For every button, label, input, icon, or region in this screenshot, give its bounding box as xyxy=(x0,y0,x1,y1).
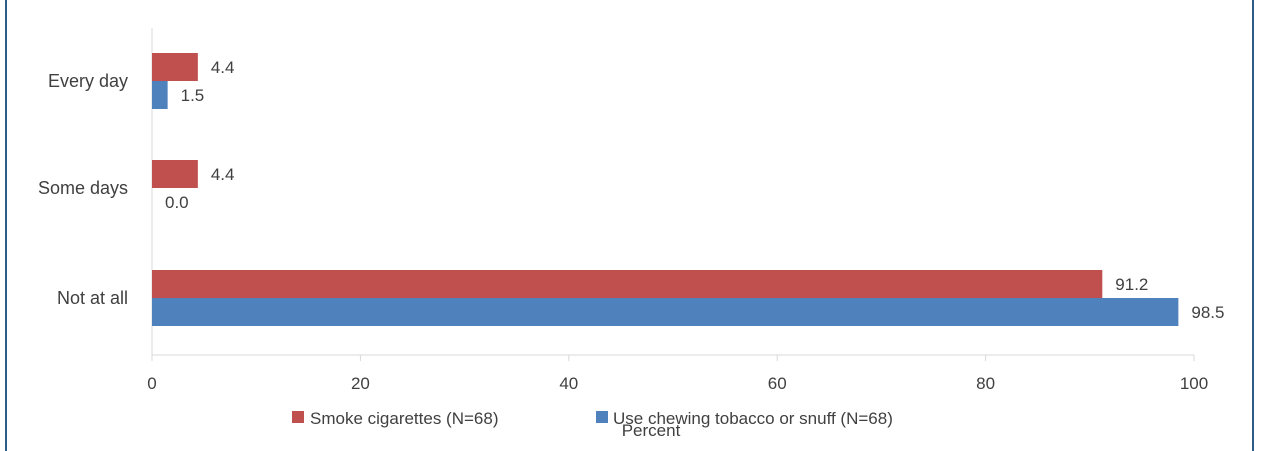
bars-layer xyxy=(152,53,1179,326)
axes-layer: 0 20 40 60 80 100 Every day Some days Not at all… xyxy=(38,28,1208,440)
bar-series-1 xyxy=(152,53,198,81)
frame-left-border xyxy=(5,0,7,451)
category-label: Some days xyxy=(38,178,128,198)
x-tick-label: 60 xyxy=(768,374,787,393)
legend-label-series-2: Use chewing tobacco or snuff (N=68) xyxy=(613,409,893,428)
frame-right-border xyxy=(1252,0,1254,451)
category-label: Not at all xyxy=(57,288,128,308)
category-label: Every day xyxy=(48,71,128,91)
bar-series-1 xyxy=(152,160,198,188)
x-tick-label: 40 xyxy=(559,374,578,393)
legend-swatch-series-2 xyxy=(596,411,608,423)
x-tick-label: 80 xyxy=(976,374,995,393)
x-tick-label: 20 xyxy=(351,374,370,393)
data-label: 4.4 xyxy=(211,165,235,184)
data-label: 98.5 xyxy=(1191,303,1224,322)
x-tick-label: 0 xyxy=(147,374,156,393)
x-tick-label: 100 xyxy=(1180,374,1208,393)
data-label: 91.2 xyxy=(1115,275,1148,294)
x-axis-title: Percent xyxy=(622,421,681,440)
data-label: 0.0 xyxy=(165,193,189,212)
legend-label-series-1: Smoke cigarettes (N=68) xyxy=(310,409,499,428)
data-label: 4.4 xyxy=(211,58,235,77)
bar-series-2 xyxy=(152,298,1179,326)
legend-swatch-series-1 xyxy=(292,411,304,423)
labels-layer: 4.4 4.4 91.2 1.5 0.0 98.5 xyxy=(165,58,1224,322)
legend-layer: Smoke cigarettes (N=68) Use chewing tobac… xyxy=(292,409,893,428)
data-label: 1.5 xyxy=(181,86,205,105)
bar-series-2 xyxy=(152,81,168,109)
bar-series-1 xyxy=(152,270,1103,298)
